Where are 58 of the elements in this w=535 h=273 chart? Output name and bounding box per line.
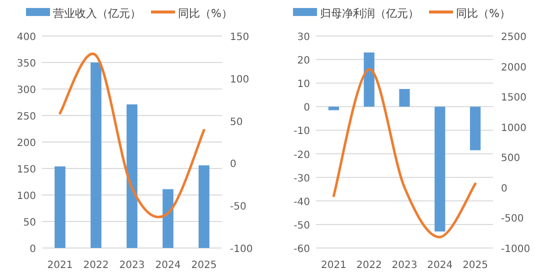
bar <box>364 52 374 107</box>
y2-tick-label: 150 <box>230 32 250 43</box>
y2-tick-label: -50 <box>230 202 246 213</box>
x-tick-label: 2021 <box>47 260 73 271</box>
bar <box>434 106 446 232</box>
legend-label: 营业收入（亿元） <box>53 7 141 20</box>
bar <box>328 106 340 110</box>
x-tick-label: 2022 <box>356 260 382 271</box>
y2-tick-label: 1500 <box>501 92 526 104</box>
y-tick-label: 200 <box>16 138 36 149</box>
x-tick-label: 2021 <box>320 260 346 271</box>
y2-tick-label: 2000 <box>501 62 526 74</box>
x-tick-label: 2024 <box>155 260 181 271</box>
y-tick-label: 150 <box>16 164 36 176</box>
y2-tick-label: 100 <box>230 74 250 86</box>
y-tick-label: 50 <box>23 218 36 228</box>
x-tick-label: 2025 <box>462 260 488 271</box>
y2-tick-label: 50 <box>230 116 243 128</box>
legend-label: 归母净利润（亿元） <box>320 7 419 20</box>
bar <box>470 106 481 150</box>
y-tick-label: 300 <box>16 85 36 96</box>
bar <box>198 165 210 248</box>
y-tick-label: -20 <box>294 150 310 161</box>
y-tick-label: 100 <box>16 191 36 202</box>
x-tick-label: 2025 <box>191 260 217 271</box>
bar <box>54 166 66 248</box>
y2-tick-label: -1000 <box>501 244 530 255</box>
y-tick-label: 400 <box>16 32 36 43</box>
y-tick-label: -30 <box>294 173 310 184</box>
x-tick-label: 2023 <box>392 260 418 271</box>
y-tick-label: -10 <box>294 126 310 138</box>
y-tick-label: 350 <box>16 58 36 70</box>
bar <box>126 104 138 248</box>
x-tick-label: 2022 <box>83 260 109 271</box>
y2-tick-label: -500 <box>501 214 524 225</box>
legend-label: 同比（%） <box>178 7 232 20</box>
bar <box>399 89 410 107</box>
y2-tick-label: -100 <box>230 244 253 255</box>
bar <box>162 189 174 248</box>
x-tick-label: 2024 <box>427 260 453 271</box>
y-tick-label: 0 <box>30 244 36 255</box>
x-tick-label: 2023 <box>119 260 145 271</box>
y-tick-label: 0 <box>304 102 310 114</box>
line-series <box>332 68 477 238</box>
y2-tick-label: 1000 <box>501 122 526 134</box>
y2-tick-label: 500 <box>501 153 520 164</box>
y-tick-label: -60 <box>294 244 310 255</box>
legend-label: 同比（%） <box>456 7 510 20</box>
y-tick-label: 250 <box>16 112 36 122</box>
y-tick-label: 30 <box>297 32 310 43</box>
y-tick-label: 20 <box>297 56 310 67</box>
y2-tick-label: 2500 <box>501 32 526 43</box>
y2-tick-label: 0 <box>501 183 508 194</box>
y-tick-label: 10 <box>297 79 310 90</box>
y2-tick-label: 0 <box>230 159 236 170</box>
y-tick-label: -40 <box>294 196 310 208</box>
bar <box>90 62 102 248</box>
y-tick-label: -50 <box>294 220 310 232</box>
